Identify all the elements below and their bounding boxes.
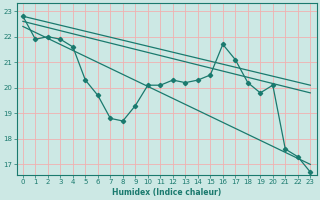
X-axis label: Humidex (Indice chaleur): Humidex (Indice chaleur) <box>112 188 221 197</box>
